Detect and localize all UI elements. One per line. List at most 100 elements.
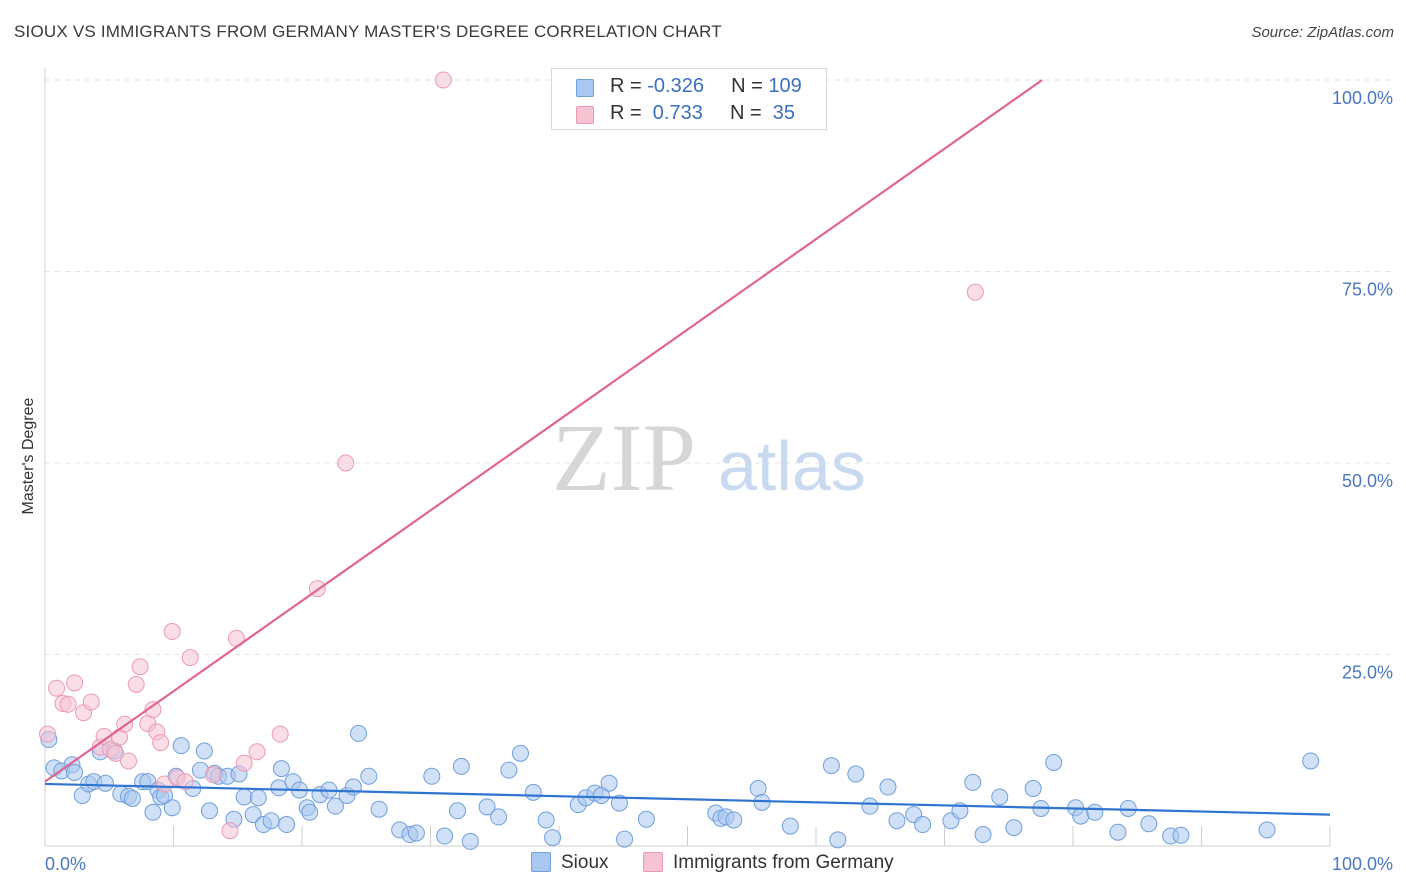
- sioux-point[interactable]: [96, 774, 114, 792]
- stats-legend: R = -0.326 N = 109 R = 0.733 N = 35: [551, 68, 827, 130]
- germany-point[interactable]: [204, 766, 222, 784]
- sioux-point[interactable]: [1172, 826, 1190, 844]
- sioux-point[interactable]: [478, 798, 496, 816]
- germany-point[interactable]: [966, 283, 984, 301]
- germany-point[interactable]: [59, 695, 77, 713]
- sioux-point[interactable]: [452, 757, 470, 775]
- watermark-atlas: atlas: [718, 427, 866, 505]
- sioux-point[interactable]: [1086, 803, 1104, 821]
- sioux-point[interactable]: [600, 774, 618, 792]
- sioux-point[interactable]: [200, 802, 218, 820]
- sioux-point[interactable]: [888, 812, 906, 830]
- germany-point[interactable]: [144, 701, 162, 719]
- germany-point[interactable]: [107, 744, 125, 762]
- sioux-point[interactable]: [163, 799, 181, 817]
- sioux-point[interactable]: [964, 773, 982, 791]
- germany-point[interactable]: [221, 822, 239, 840]
- sioux-point[interactable]: [301, 803, 319, 821]
- sioux-point[interactable]: [637, 810, 655, 828]
- germany-legend-swatch: [643, 852, 663, 872]
- germany-point[interactable]: [176, 773, 194, 791]
- sioux-point[interactable]: [235, 788, 253, 806]
- sioux-point[interactable]: [781, 817, 799, 835]
- germany-point[interactable]: [82, 693, 100, 711]
- sioux-point[interactable]: [1045, 754, 1063, 772]
- sioux-point[interactable]: [423, 767, 441, 785]
- sioux-point[interactable]: [195, 742, 213, 760]
- germany-point[interactable]: [434, 71, 452, 89]
- germany-point[interactable]: [48, 679, 66, 697]
- sioux-point[interactable]: [461, 832, 479, 850]
- sioux-legend-swatch: [531, 852, 551, 872]
- sioux-point[interactable]: [592, 786, 610, 804]
- sioux-point[interactable]: [974, 826, 992, 844]
- germany-point[interactable]: [39, 725, 57, 743]
- y-tick-label: 50.0%: [1342, 471, 1393, 491]
- sioux-point[interactable]: [270, 779, 288, 797]
- sioux-point[interactable]: [500, 761, 518, 779]
- sioux-point[interactable]: [991, 788, 1009, 806]
- sioux-point[interactable]: [262, 812, 280, 830]
- grid-lines: [45, 79, 1395, 655]
- n-label: N =: [729, 102, 768, 124]
- sioux-point[interactable]: [1302, 752, 1320, 770]
- sioux-point[interactable]: [616, 830, 634, 848]
- r-label: R =: [610, 75, 648, 97]
- germany-point[interactable]: [163, 623, 181, 641]
- sioux-point[interactable]: [1119, 799, 1137, 817]
- sioux-point[interactable]: [753, 793, 771, 811]
- sioux-point[interactable]: [244, 806, 262, 824]
- sioux-point[interactable]: [490, 808, 508, 826]
- sioux-point[interactable]: [1005, 819, 1023, 837]
- germany-point[interactable]: [152, 734, 170, 752]
- sioux-point[interactable]: [1024, 780, 1042, 798]
- sioux-point[interactable]: [1072, 807, 1090, 825]
- sioux-point[interactable]: [272, 760, 290, 778]
- sioux-point[interactable]: [879, 778, 897, 796]
- sioux-point[interactable]: [914, 816, 932, 834]
- sioux-point[interactable]: [610, 794, 628, 812]
- x-tick-labels: 0.0% 100.0%: [45, 854, 1393, 874]
- sioux-point[interactable]: [725, 811, 743, 829]
- sioux-point[interactable]: [1140, 815, 1158, 833]
- sioux-point[interactable]: [278, 816, 296, 834]
- sioux-point[interactable]: [370, 800, 388, 818]
- sioux-point[interactable]: [249, 789, 267, 807]
- sioux-point[interactable]: [344, 778, 362, 796]
- sioux-point[interactable]: [448, 802, 466, 820]
- sioux-point[interactable]: [829, 831, 847, 849]
- sioux-point[interactable]: [524, 783, 542, 801]
- germany-point[interactable]: [127, 675, 145, 693]
- sioux-point[interactable]: [1109, 823, 1127, 841]
- sioux-point[interactable]: [511, 744, 529, 762]
- germany-point[interactable]: [66, 674, 84, 692]
- sioux-point[interactable]: [407, 824, 425, 842]
- legend-item-germany[interactable]: Immigrants from Germany: [643, 852, 894, 874]
- sioux-point[interactable]: [144, 803, 162, 821]
- chart-title: SIOUX VS IMMIGRANTS FROM GERMANY MASTER'…: [14, 22, 722, 41]
- germany-point[interactable]: [120, 752, 138, 770]
- germany-point[interactable]: [235, 754, 253, 772]
- sioux-point[interactable]: [326, 797, 344, 815]
- sioux-point[interactable]: [861, 797, 879, 815]
- germany-point[interactable]: [271, 725, 289, 743]
- germany-point[interactable]: [248, 743, 266, 761]
- sioux-point[interactable]: [847, 765, 865, 783]
- sioux-point[interactable]: [123, 790, 141, 808]
- sioux-point[interactable]: [360, 767, 378, 785]
- legend-item-sioux[interactable]: Sioux: [531, 852, 609, 874]
- sioux-point[interactable]: [544, 829, 562, 847]
- germany-point[interactable]: [337, 454, 355, 472]
- sioux-point[interactable]: [350, 724, 368, 742]
- sioux-point[interactable]: [436, 827, 454, 845]
- germany-point[interactable]: [181, 649, 199, 667]
- scatter-points: [39, 71, 1320, 850]
- sioux-point[interactable]: [172, 737, 190, 755]
- sioux-point[interactable]: [822, 757, 840, 775]
- chart-source: Source: ZipAtlas.com: [1251, 24, 1394, 41]
- germany-point[interactable]: [131, 658, 149, 676]
- sioux-point[interactable]: [66, 763, 84, 781]
- y-axis-label: Master's Degree: [20, 397, 37, 514]
- sioux-point[interactable]: [537, 811, 555, 829]
- sioux-point[interactable]: [1258, 821, 1276, 839]
